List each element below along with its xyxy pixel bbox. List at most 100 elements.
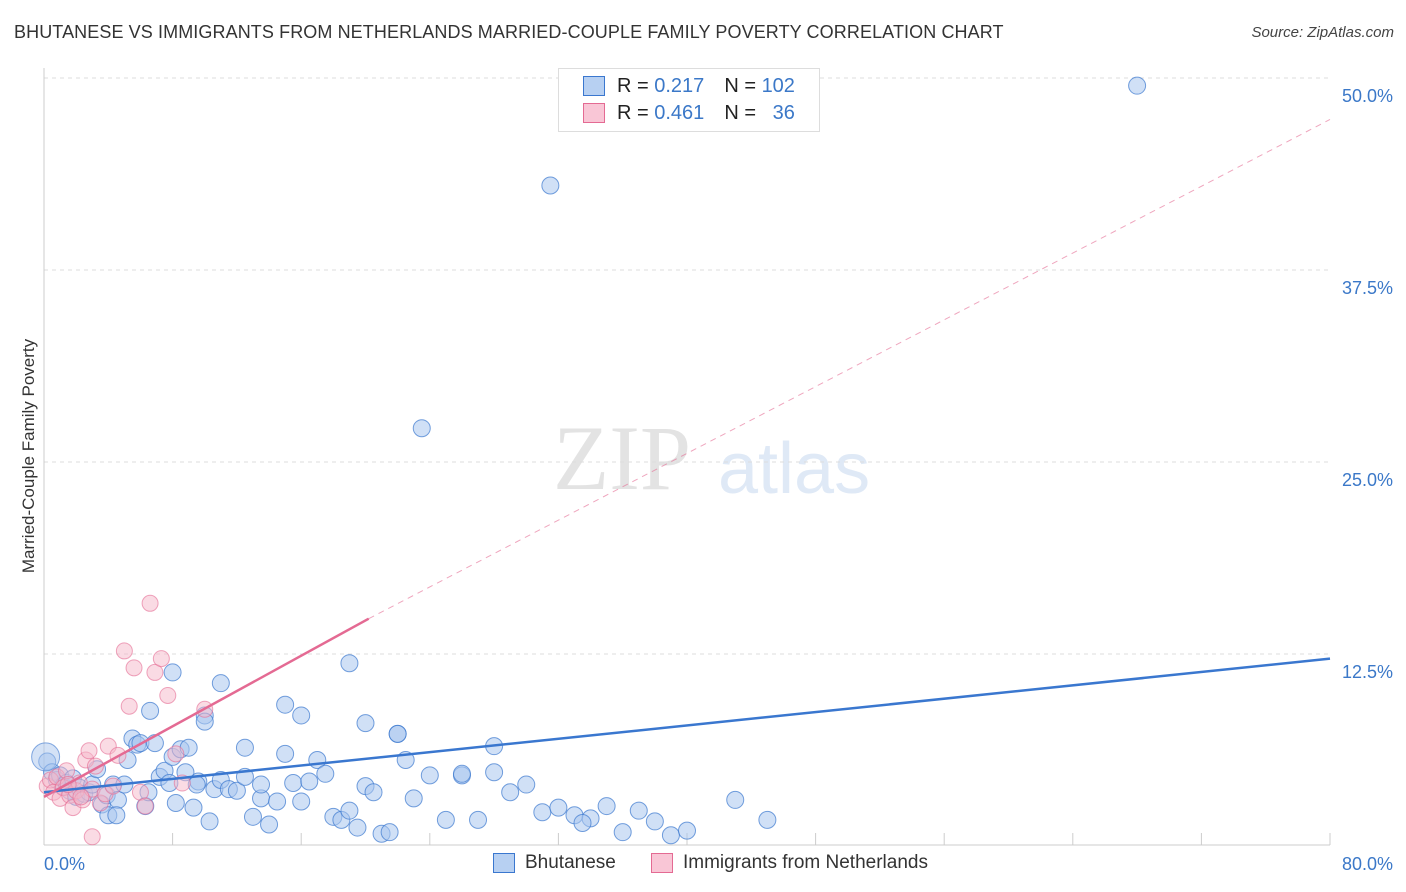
legend-bhutanese-label: Bhutanese — [525, 852, 616, 873]
bhutanese-point — [300, 772, 319, 791]
netherlands-point — [80, 742, 98, 760]
netherlands-point — [146, 663, 164, 681]
legend-row-netherlands: R = 0.461 N = 36 — [583, 100, 795, 126]
bhutanese-point — [107, 806, 126, 825]
bhutanese-point — [200, 812, 219, 831]
netherlands-point — [120, 697, 138, 715]
bhutanese-point — [452, 764, 471, 783]
netherlands-point — [115, 642, 133, 660]
bhutanese-point — [469, 810, 488, 829]
bhutanese-point — [364, 783, 383, 802]
bhutanese-point — [348, 818, 367, 837]
bhutanese-point — [645, 812, 664, 831]
axes — [43, 68, 1331, 846]
bhutanese-point — [726, 790, 745, 809]
watermark-atlas: atlas — [718, 429, 871, 509]
bottom-blue-swatch — [493, 853, 515, 873]
bhutanese-point — [184, 798, 203, 817]
n-value-2: 36 — [772, 101, 795, 124]
bhutanese-point — [260, 815, 279, 834]
bhutanese-point — [613, 823, 632, 842]
netherlands-trend-extension — [368, 119, 1331, 620]
trend-lines — [43, 119, 1331, 798]
bhutanese-point — [388, 724, 407, 743]
pink-swatch — [583, 103, 605, 123]
r-value-2: 0.461 — [654, 101, 705, 124]
n-label-2: N = — [724, 101, 756, 124]
bhutanese-trend-line — [43, 657, 1331, 794]
blue-swatch — [583, 76, 605, 96]
bhutanese-point — [549, 798, 568, 817]
bhutanese-point — [597, 797, 616, 816]
r-label-1: R = — [617, 74, 649, 97]
x-tick-label: 0.0% — [44, 854, 85, 874]
legend-netherlands-label: Immigrants from Netherlands — [683, 852, 928, 873]
bhutanese-point — [436, 810, 455, 829]
netherlands-point — [83, 828, 101, 846]
bhutanese-points — [31, 76, 1147, 845]
bhutanese-point — [268, 792, 287, 811]
bhutanese-point — [235, 738, 254, 757]
bhutanese-point — [340, 654, 359, 673]
y-tick-label: 12.5% — [1342, 662, 1393, 682]
bhutanese-point — [163, 663, 182, 682]
tick-labels: 12.5% 25.0% 37.5% 50.0% 0.0% 80.0% — [44, 86, 1393, 874]
bhutanese-point — [284, 774, 303, 793]
correlation-legend: R = 0.217 N = 102 R = 0.461 N = 36 — [558, 68, 820, 132]
bhutanese-point — [485, 763, 504, 782]
y-axis-label: Married-Couple Family Poverty — [19, 338, 38, 573]
y-tick-label: 25.0% — [1342, 470, 1393, 490]
gridlines — [44, 77, 1330, 655]
y-tick-label: 37.5% — [1342, 278, 1393, 298]
netherlands-point — [141, 594, 159, 612]
bhutanese-point — [243, 807, 262, 826]
bhutanese-point — [187, 775, 206, 794]
r-value-1: 0.217 — [654, 74, 705, 97]
bhutanese-point — [211, 674, 230, 693]
bhutanese-point — [356, 714, 375, 733]
netherlands-point — [125, 659, 143, 677]
bhutanese-point — [340, 801, 359, 820]
bhutanese-point — [533, 803, 552, 822]
bhutanese-point — [541, 176, 560, 195]
bhutanese-point — [629, 801, 648, 820]
bhutanese-point — [678, 821, 696, 840]
bhutanese-point — [252, 775, 271, 794]
bottom-pink-swatch — [651, 853, 673, 873]
bhutanese-point — [380, 823, 399, 842]
netherlands-point — [159, 686, 177, 704]
bhutanese-point — [404, 789, 423, 808]
bhutanese-point — [758, 810, 777, 829]
netherlands-trend-line — [43, 617, 370, 798]
x-tick-label: 80.0% — [1342, 854, 1393, 874]
n-label-1: N = — [724, 74, 756, 97]
bhutanese-point — [501, 783, 520, 802]
bhutanese-point — [1128, 76, 1147, 95]
chart-title: BHUTANESE VS IMMIGRANTS FROM NETHERLANDS… — [14, 22, 1004, 42]
bhutanese-point — [420, 766, 439, 785]
n-value-1: 102 — [761, 74, 795, 97]
watermark-zip: ZIP — [553, 407, 691, 509]
bhutanese-point — [412, 419, 431, 438]
bhutanese-point — [517, 775, 536, 794]
bhutanese-point — [276, 695, 295, 714]
bhutanese-point — [292, 706, 311, 725]
bhutanese-point — [573, 813, 592, 832]
bottom-legend-netherlands: Immigrants from Netherlands — [651, 852, 928, 874]
bhutanese-point — [141, 701, 160, 720]
netherlands-point — [72, 788, 90, 806]
bhutanese-point — [166, 793, 185, 812]
netherlands-point — [167, 745, 185, 763]
bhutanese-point — [316, 764, 335, 783]
bottom-legend-bhutanese: Bhutanese — [493, 852, 616, 874]
netherlands-point — [136, 797, 154, 815]
netherlands-point — [152, 650, 170, 668]
source-label: Source: ZipAtlas.com — [1251, 24, 1394, 41]
bhutanese-point — [292, 792, 311, 811]
bhutanese-point — [31, 742, 61, 772]
bhutanese-point — [227, 781, 246, 800]
bhutanese-point — [661, 826, 680, 845]
y-tick-label: 50.0% — [1342, 86, 1393, 106]
bhutanese-point — [276, 744, 295, 763]
